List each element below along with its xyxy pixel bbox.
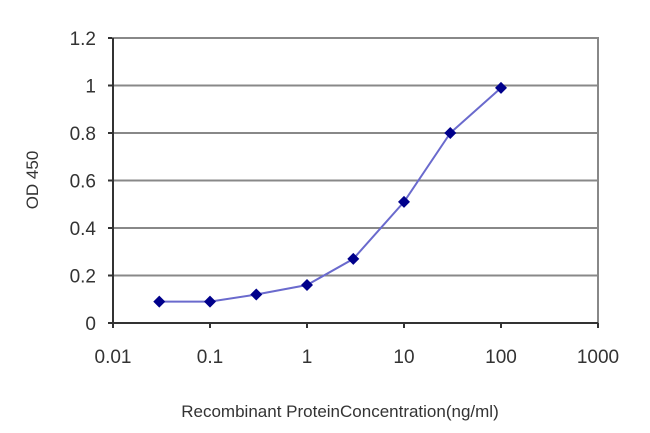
diamond-marker [153, 295, 166, 308]
x-axis-tick-labels: 0.01 0.1 1 10 100 1000 [95, 347, 620, 368]
diamond-marker [444, 127, 457, 139]
diamond-marker [301, 279, 313, 291]
diamond-marker [204, 295, 216, 308]
data-markers [153, 81, 507, 308]
y-tick-label: 0.6 [70, 172, 96, 193]
x-tick-label: 1 [302, 347, 313, 368]
y-tick-label: 0.2 [70, 267, 96, 288]
x-axis-title: Recombinant ProteinConcentration(ng/ml) [181, 402, 499, 421]
y-tick-label: 0.4 [70, 219, 97, 240]
y-tick-label: 0.8 [70, 124, 96, 145]
x-tick-label: 0.1 [197, 347, 223, 368]
diamond-marker [398, 195, 410, 208]
y-tick-label: 1.2 [70, 29, 96, 50]
y-axis-tick-labels: 0 0.2 0.4 0.6 0.8 1 1.2 [70, 29, 97, 335]
y-tick-label: 1 [85, 77, 96, 98]
gridlines [108, 37, 598, 324]
y-tick-label: 0 [85, 314, 96, 335]
diamond-marker [495, 81, 507, 94]
diamond-marker [250, 288, 263, 301]
x-tick-label: 1000 [577, 347, 619, 368]
x-axis-ticks [112, 323, 599, 328]
series-line [159, 87, 502, 303]
diamond-marker [347, 252, 360, 265]
x-tick-label: 100 [485, 347, 517, 368]
y-axis-title: OD 450 [23, 151, 42, 210]
x-tick-label: 0.01 [95, 347, 132, 368]
x-tick-label: 10 [393, 347, 414, 368]
